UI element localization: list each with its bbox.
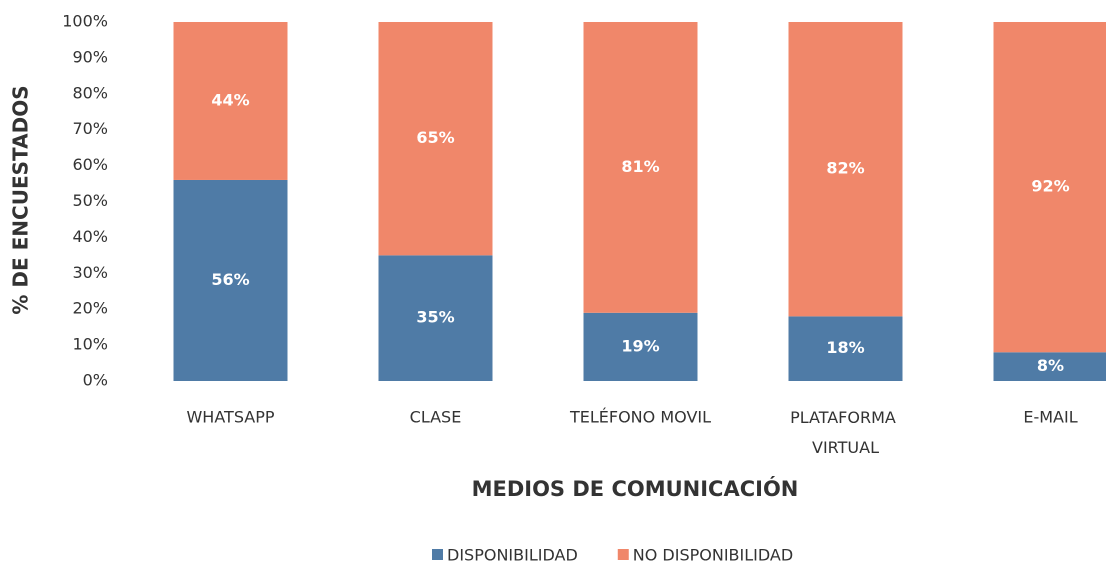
value-label: 81% [621, 157, 659, 176]
y-axis-label: % DE ENCUESTADOS [9, 85, 33, 314]
x-tick-label: E-MAIL [1023, 408, 1077, 427]
y-tick-label: 90% [72, 47, 108, 66]
value-label: 92% [1031, 177, 1069, 196]
value-label: 35% [416, 308, 454, 327]
value-label: 44% [211, 90, 249, 109]
bar-segment [378, 22, 493, 256]
value-label: 19% [621, 336, 659, 355]
x-tick-label: TELÉFONO MOVIL [569, 408, 711, 427]
bar-segment [173, 22, 288, 180]
bar-segment [788, 22, 903, 317]
bar-segment [173, 179, 288, 381]
y-tick-label: 0% [83, 371, 108, 390]
value-label: 8% [1037, 356, 1064, 375]
bar-segment [788, 316, 903, 381]
y-tick-label: 20% [72, 299, 108, 318]
y-tick-label: 10% [72, 335, 108, 354]
y-tick-label: 80% [72, 83, 108, 102]
bar-segment [993, 352, 1106, 381]
x-tick-label: CLASE [410, 408, 462, 427]
y-tick-label: 40% [72, 227, 108, 246]
y-tick-label: 30% [72, 263, 108, 282]
x-tick-label: WHATSAPP [186, 408, 274, 427]
x-tick-label: PLATAFORMA VIRTUAL [790, 408, 901, 457]
bar-segment [583, 312, 698, 381]
y-tick-label: 60% [72, 155, 108, 174]
legend-label: NO DISPONIBILIDAD [633, 546, 793, 565]
bar-segment [993, 22, 1106, 353]
legend-swatch [617, 549, 629, 560]
y-tick-label: 50% [72, 191, 108, 210]
bar-segment [583, 22, 698, 313]
y-tick-label: 100% [62, 12, 108, 31]
legend-swatch [432, 549, 443, 560]
y-tick-label: 70% [72, 119, 108, 138]
value-label: 56% [211, 270, 249, 289]
bar-segment [378, 255, 493, 381]
x-axis-label: MEDIOS DE COMUNICACIÓN [472, 476, 799, 501]
value-label: 18% [826, 338, 864, 357]
value-label: 65% [416, 128, 454, 147]
value-label: 82% [826, 159, 864, 178]
legend-label: DISPONIBILIDAD [447, 546, 578, 565]
